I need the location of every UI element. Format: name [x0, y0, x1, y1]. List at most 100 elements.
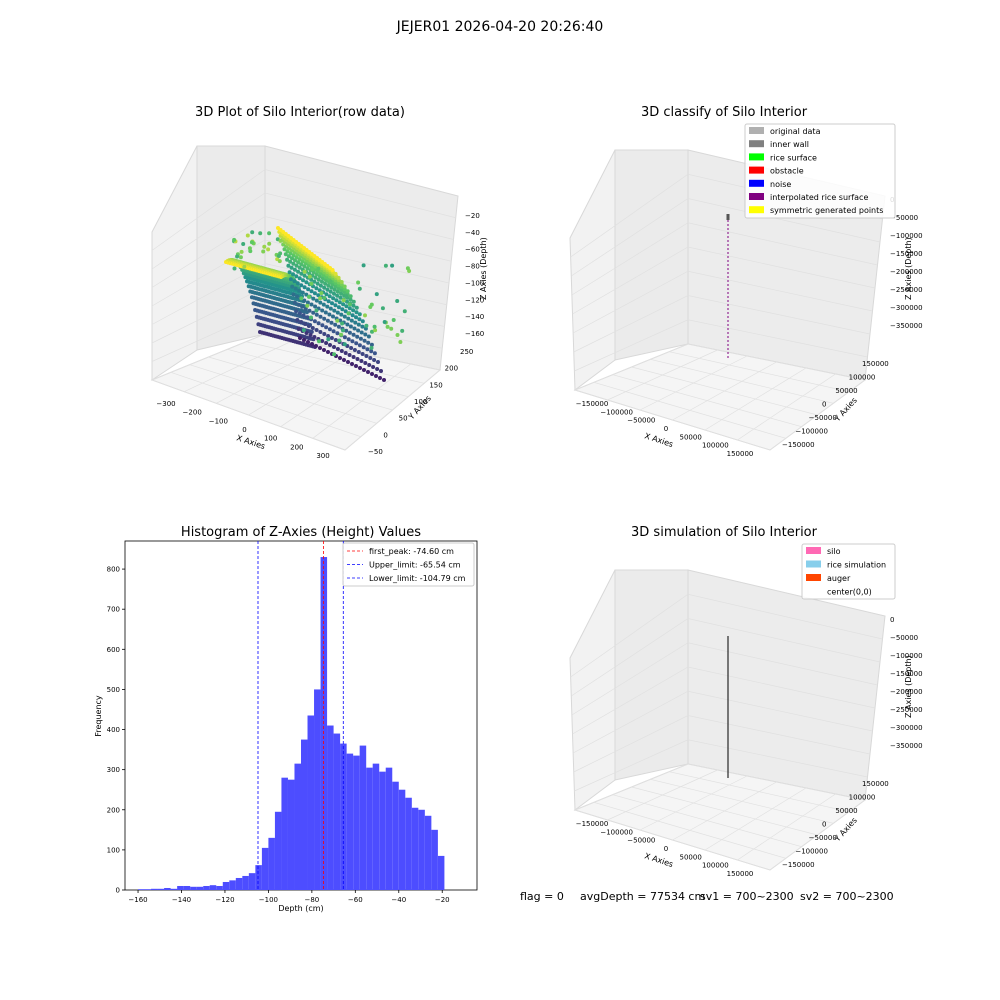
raw-data-point: [398, 340, 403, 344]
sim-z-tick-label: −350000: [890, 742, 923, 750]
raw-left-pane: [151, 145, 198, 381]
legend-entry-label: Lower_limit: -104.79 cm: [369, 574, 466, 583]
raw-data-point: [325, 318, 330, 323]
raw-data-point: [367, 363, 372, 367]
sim-z-tick-label: −300000: [890, 724, 923, 732]
sim-y-tick-label: 50000: [835, 807, 857, 815]
raw-data-point: [312, 291, 317, 296]
raw-data-point: [250, 230, 255, 235]
raw-data-point: [296, 269, 301, 274]
raw-data-point: [288, 277, 293, 282]
raw-data-point: [298, 336, 302, 340]
raw-data-point: [350, 339, 355, 344]
raw-data-point: [317, 339, 321, 344]
raw-data-point: [322, 316, 327, 321]
raw-data-point: [342, 335, 347, 340]
raw-data-point: [235, 254, 240, 259]
raw-data-point: [296, 302, 301, 307]
legend-swatch: [749, 153, 764, 161]
raw-data-point: [318, 283, 323, 288]
histogram-bar: [183, 885, 191, 890]
raw-data-point: [339, 332, 344, 337]
raw-data-point: [341, 302, 346, 307]
legend-swatch: [806, 587, 821, 595]
raw-data-point: [351, 332, 356, 337]
gridline: [344, 369, 441, 451]
simulation-legend-entries: silo rice simulation auger center(0,0): [806, 547, 886, 597]
histogram-bar: [138, 889, 145, 890]
raw-data-point: [312, 335, 317, 339]
raw-data-point: [332, 291, 336, 296]
raw-data-point: [302, 285, 307, 290]
raw-data-point: [290, 256, 294, 261]
raw-data-point: [311, 296, 316, 301]
histogram-bars: [138, 557, 445, 890]
raw-data-point: [348, 294, 353, 299]
histogram-x-axis-label: Depth (cm): [278, 904, 323, 913]
gridline: [151, 192, 454, 270]
raw-data-point: [331, 296, 336, 301]
raw-data-point: [351, 303, 356, 308]
raw-data-point: [402, 309, 407, 314]
raw-data-point: [318, 296, 323, 301]
legend-entry-label: rice surface: [770, 153, 817, 162]
raw-data-point: [286, 263, 291, 268]
raw-data-point: [379, 369, 383, 373]
cls-x-tick-label: −100000: [600, 408, 633, 416]
raw-data-point: [297, 311, 302, 316]
gridline: [687, 343, 866, 381]
raw-data-point: [341, 328, 345, 333]
raw-data-point: [310, 267, 315, 272]
raw-data-point: [365, 347, 370, 352]
raw-data-point: [321, 302, 326, 307]
raw-data-point: [349, 318, 354, 323]
raw-data-point: [295, 294, 300, 299]
legend-swatch: [806, 574, 821, 581]
raw-data-point: [351, 355, 356, 359]
histogram-bar: [346, 753, 354, 890]
raw-data-point: [357, 286, 362, 291]
raw-data-point: [299, 283, 304, 288]
raw-data-point: [356, 322, 361, 327]
raw-data-point: [328, 343, 332, 347]
raw-data-point: [299, 271, 304, 276]
raw-data-point: [332, 345, 336, 349]
raw-data-point: [288, 259, 293, 264]
raw-data-point: [289, 265, 294, 270]
raw-3d-plot: 3D Plot of Silo Interior(row data) −300−…: [150, 105, 488, 460]
raw-z-tick-label: −140: [465, 313, 484, 321]
raw-z-tick-label: −60: [465, 246, 480, 254]
histogram-bar: [255, 865, 262, 890]
raw-data-point: [309, 281, 314, 286]
raw-data-point: [276, 254, 281, 258]
raw-data-point: [338, 318, 343, 323]
gridline: [570, 593, 883, 678]
legend-swatch: [749, 179, 764, 187]
raw-data-point: [316, 293, 321, 298]
cls-z-tick-label: −200000: [890, 268, 923, 276]
raw-data-point: [277, 259, 282, 264]
histogram-bar: [144, 889, 152, 890]
raw-data-point: [358, 366, 362, 370]
gridline: [769, 799, 866, 871]
raw-data-point: [334, 298, 339, 303]
cls-z-tick-label: −300000: [890, 304, 923, 312]
raw-data-point: [297, 276, 302, 281]
raw-data-point: [287, 270, 292, 275]
raw-data-point: [333, 322, 338, 327]
raw-data-point: [354, 310, 359, 315]
raw-data-point: [326, 350, 330, 354]
gridline: [151, 216, 452, 288]
raw-data-point: [351, 308, 356, 313]
raw-data-point: [311, 310, 316, 315]
raw-data-point: [405, 266, 410, 271]
raw-data-point: [303, 306, 308, 311]
raw-x-axis-label: X Axies: [235, 433, 266, 451]
raw-data-point: [339, 288, 344, 293]
classify-inner-wall-points: [726, 214, 730, 220]
raw-data-point: [374, 292, 379, 297]
classify-legend: [744, 123, 896, 219]
raw-data-point: [335, 289, 340, 294]
raw-data-point: [333, 284, 338, 289]
